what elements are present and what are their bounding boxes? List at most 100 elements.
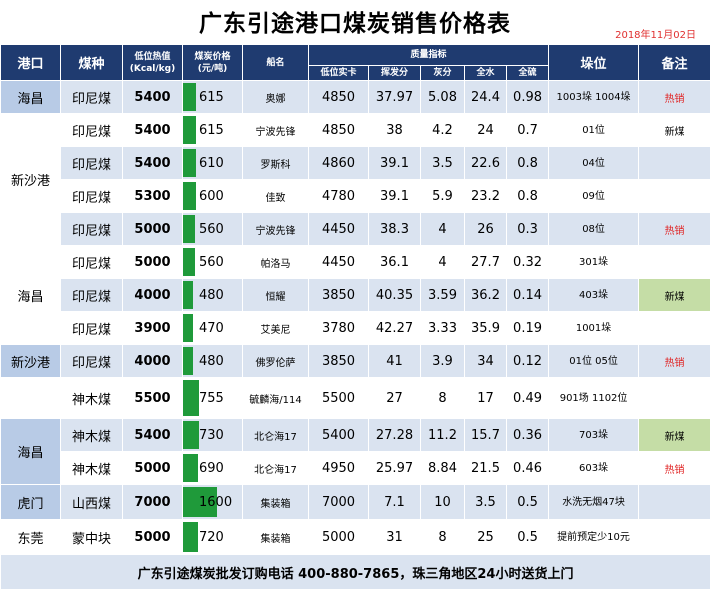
berth-cell: 08位 [548, 212, 640, 246]
port-cell: 海昌 [0, 245, 61, 345]
sulfur-cell: 0.12 [505, 344, 550, 378]
price-value: 610 [199, 155, 224, 171]
ash-cell: 3.33 [420, 311, 465, 345]
header-quality: 质量指标 [307, 44, 550, 66]
note-cell [638, 484, 710, 520]
volatile-cell: 41 [368, 344, 421, 378]
price-value: 690 [199, 460, 224, 476]
water-cell: 3.5 [464, 484, 507, 520]
sulfur-cell: 0.19 [505, 311, 550, 345]
berth-cell: 01位 05位 [548, 344, 640, 378]
volatile-cell: 38.3 [368, 212, 421, 246]
port-cell: 新沙港 [0, 113, 61, 246]
volatile-cell: 40.35 [368, 278, 421, 312]
coal-type-cell: 印尼煤 [60, 212, 123, 246]
note-cell [638, 519, 710, 555]
water-cell: 27.7 [464, 245, 507, 279]
table-row: 虎门 山西煤 7000 1600 集装箱 7000 7.1 10 3.5 0.5 水洗无烟47块 [0, 484, 710, 520]
price-value: 720 [199, 529, 224, 545]
sulfur-cell: 0.14 [505, 278, 550, 312]
kcal-cell: 4000 [122, 278, 183, 312]
water-cell: 35.9 [464, 311, 507, 345]
kcal-cell: 5400 [122, 80, 183, 114]
ship-name-cell: 恒耀 [242, 278, 309, 312]
price-bar [183, 215, 195, 243]
berth-cell: 水洗无烟47块 [548, 484, 640, 520]
ship-name-cell: 毓麟海/114 [242, 377, 309, 419]
price-cell: 470 [182, 311, 243, 345]
volatile-cell: 38 [368, 113, 421, 147]
page-title: 广东引途港口煤炭销售价格表 [199, 11, 511, 37]
table-body: 海昌 印尼煤 5400 615 奥娜 4850 37.97 5.08 24.4 0.98 1003垛… [0, 80, 710, 555]
port-cell: 海昌 [0, 418, 61, 485]
table-row: 印尼煤 5400 610 罗斯科 4860 39.1 3.5 22.6 0.8 04位 [1, 146, 710, 180]
volatile-cell: 7.1 [368, 484, 421, 520]
water-cell: 15.7 [464, 418, 507, 452]
table-row: 神木煤 5000 690 北仑海17 4950 25.97 8.84 21.5 0.46 603垛… [1, 451, 710, 485]
quality-kcal-cell: 4950 [308, 451, 369, 485]
volatile-cell: 36.1 [368, 245, 421, 279]
coal-type-cell: 印尼煤 [60, 80, 123, 114]
ash-cell: 8.84 [420, 451, 465, 485]
coal-type-cell: 印尼煤 [60, 278, 123, 312]
quality-kcal-cell: 4450 [308, 212, 369, 246]
note-cell: 热销 [638, 212, 710, 246]
price-bar [183, 347, 194, 375]
price-cell: 1600 [182, 484, 243, 520]
price-cell: 480 [182, 344, 243, 378]
price-value: 730 [199, 427, 224, 443]
volatile-cell: 27.28 [368, 418, 421, 452]
water-cell: 24.4 [464, 80, 507, 114]
berth-cell: 403垛 [548, 278, 640, 312]
price-value: 1600 [199, 494, 233, 510]
water-cell: 22.6 [464, 146, 507, 180]
price-bar [183, 522, 199, 552]
price-cell: 615 [182, 80, 243, 114]
sulfur-cell: 0.7 [505, 113, 550, 147]
price-cell: 690 [182, 451, 243, 485]
kcal-cell: 7000 [122, 484, 183, 520]
coal-type-cell: 印尼煤 [60, 113, 123, 147]
ash-cell: 5.08 [420, 80, 465, 114]
header-ship: 船名 [242, 44, 309, 81]
note-cell [638, 311, 710, 345]
water-cell: 34 [464, 344, 507, 378]
note-cell [638, 245, 710, 279]
header-coal: 煤种 [60, 44, 123, 81]
header-kcal-unit: (Kcal/kg) [129, 63, 176, 74]
price-bar [183, 487, 217, 517]
quality-kcal-cell: 5400 [308, 418, 369, 452]
ship-name-cell: 艾美尼 [242, 311, 309, 345]
coal-type-cell: 印尼煤 [60, 245, 123, 279]
berth-cell: 901场 1102位 [548, 377, 640, 419]
table-row: 海昌 神木煤 5400 730 北仑海17 5400 27.28 11.2 15.7 0.36 70… [0, 418, 710, 485]
water-cell: 36.2 [464, 278, 507, 312]
berth-cell: 301垛 [548, 245, 640, 279]
kcal-cell: 5500 [122, 377, 183, 419]
water-cell: 25 [464, 519, 507, 555]
berth-cell: 01位 [548, 113, 640, 147]
sulfur-cell: 0.5 [505, 519, 550, 555]
price-bar [183, 116, 197, 144]
quality-kcal-cell: 3780 [308, 311, 369, 345]
price-cell: 600 [182, 179, 243, 213]
port-cell: 海昌 [0, 80, 61, 114]
berth-cell: 09位 [548, 179, 640, 213]
berth-cell: 1001垛 [548, 311, 640, 345]
price-cell: 730 [182, 418, 243, 452]
berth-cell: 04位 [548, 146, 640, 180]
price-cell: 560 [182, 212, 243, 246]
berth-cell: 603垛 [548, 451, 640, 485]
note-cell [638, 146, 710, 180]
date-label: 2018年11月02日 [615, 30, 696, 41]
note-cell: 热销 [638, 451, 710, 485]
ash-cell: 3.9 [420, 344, 465, 378]
coal-type-cell: 神木煤 [60, 377, 123, 419]
header-berth: 垛位 [548, 44, 640, 81]
header-price: 煤炭价格 (元/吨) [182, 44, 243, 81]
kcal-cell: 5300 [122, 179, 183, 213]
quality-kcal-cell: 5500 [308, 377, 369, 419]
ship-name-cell: 集装箱 [242, 484, 309, 520]
kcal-cell: 5400 [122, 418, 183, 452]
water-cell: 24 [464, 113, 507, 147]
